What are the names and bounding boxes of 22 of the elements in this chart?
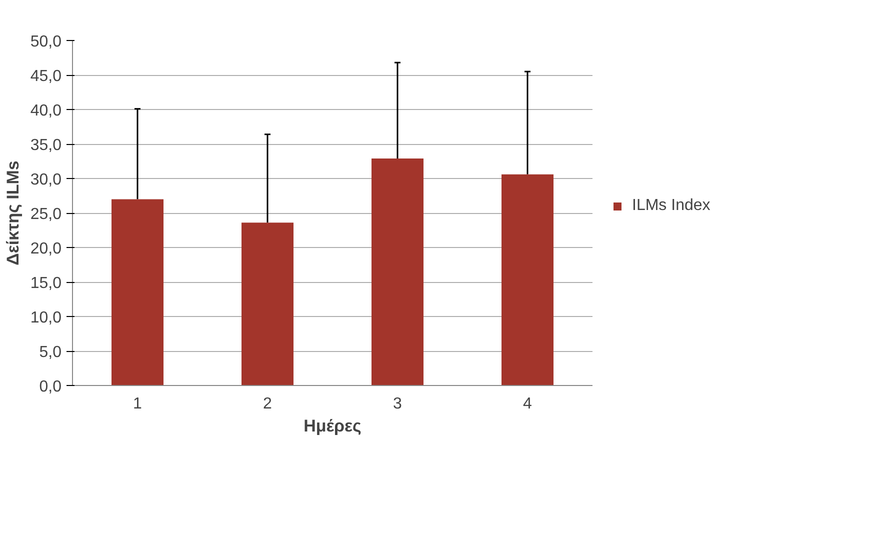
bar bbox=[112, 199, 164, 386]
bar bbox=[502, 174, 554, 386]
x-tick-label: 3 bbox=[393, 396, 402, 412]
legend-label: ILMs Index bbox=[632, 197, 710, 215]
x-tick-label: 4 bbox=[523, 396, 532, 412]
y-tick-label: 20,0 bbox=[30, 240, 62, 258]
x-tick-label: 1 bbox=[133, 396, 142, 412]
y-tick-label: 30,0 bbox=[30, 172, 62, 188]
bar bbox=[242, 222, 294, 386]
y-tick-label: 35,0 bbox=[30, 137, 62, 154]
y-tick-label: 5,0 bbox=[39, 344, 62, 361]
y-tick-label: 25,0 bbox=[30, 206, 62, 223]
y-axis-title: Δείκτης ILMs bbox=[3, 160, 22, 266]
x-tick-label: 2 bbox=[263, 396, 272, 412]
y-tick-label: 45,0 bbox=[30, 68, 62, 85]
y-tick-label: 40,0 bbox=[30, 102, 62, 120]
y-tick-label: 50,0 bbox=[30, 34, 62, 50]
y-tick-label: 0,0 bbox=[39, 378, 62, 396]
x-axis-title: Ημέρες bbox=[304, 416, 362, 436]
bar bbox=[372, 158, 424, 386]
y-tick-label: 10,0 bbox=[30, 310, 62, 326]
y-tick-label: 15,0 bbox=[30, 275, 62, 292]
